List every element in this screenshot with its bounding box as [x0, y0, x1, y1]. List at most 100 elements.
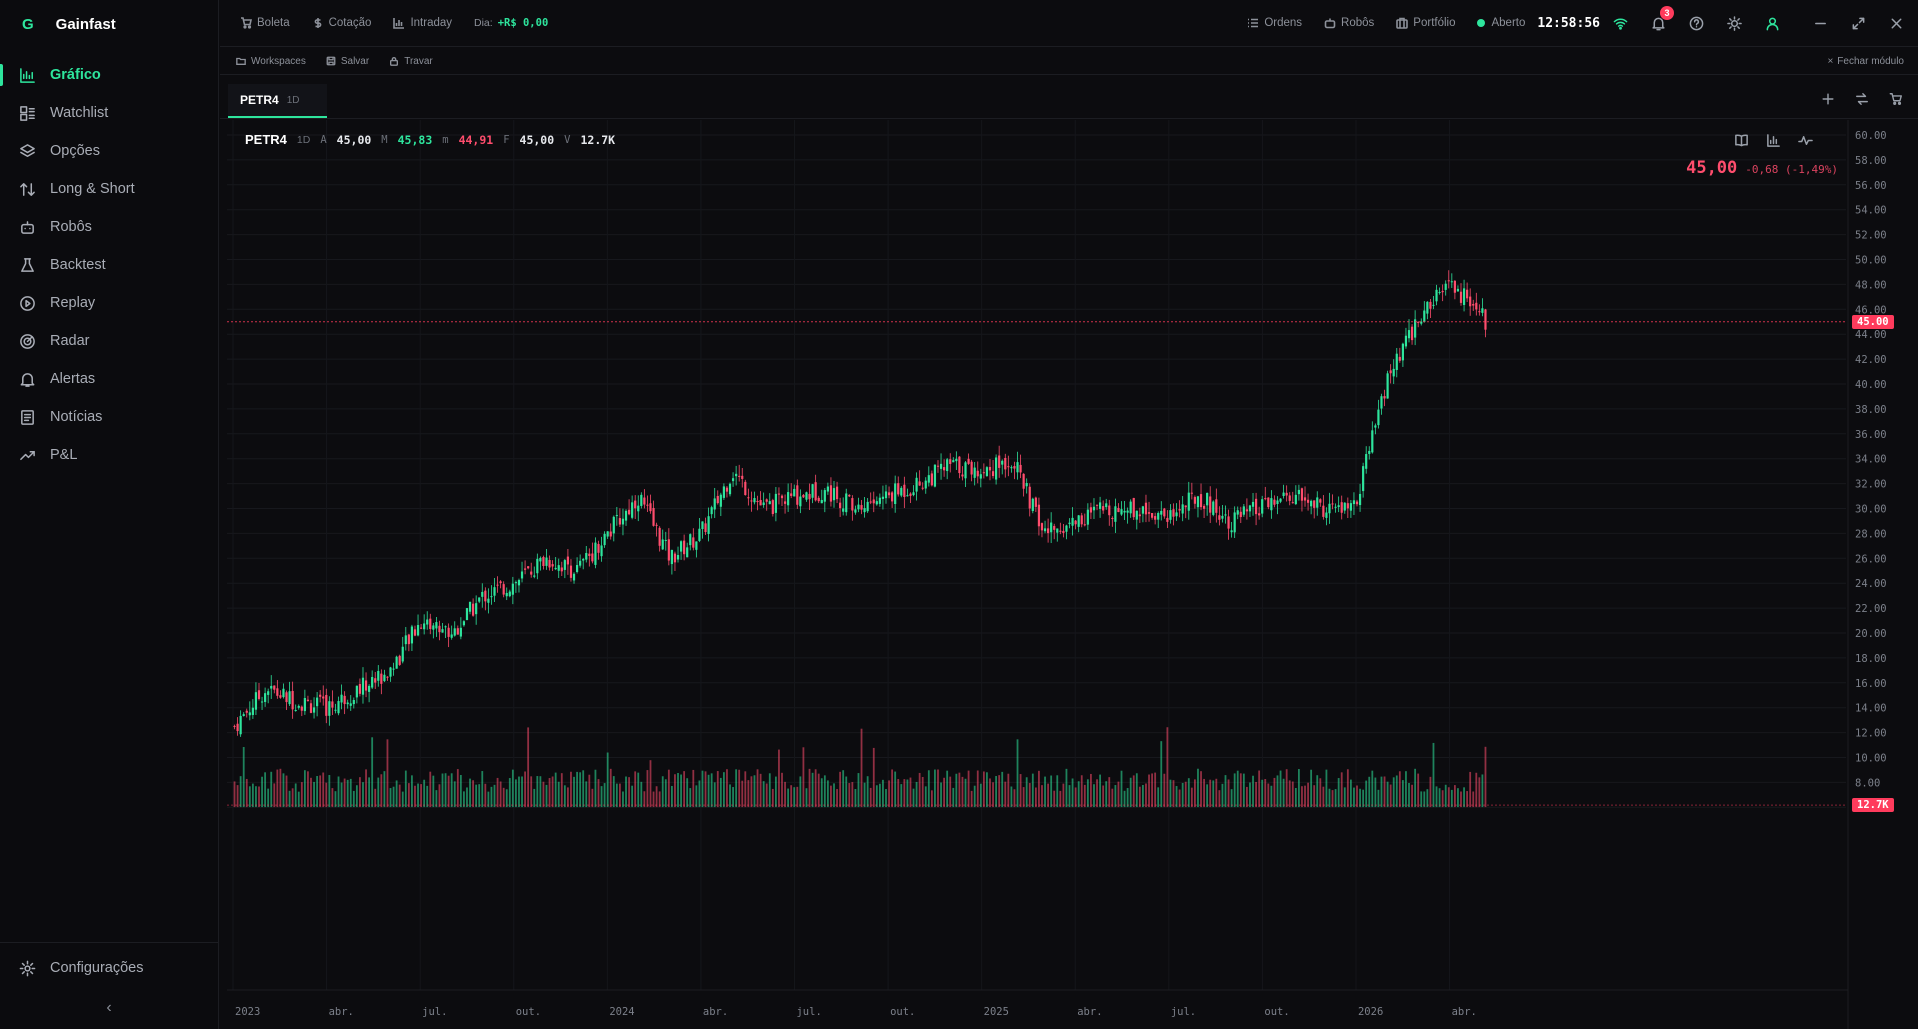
candle-body: [875, 501, 878, 505]
portfolio-button[interactable]: Portfólio: [1396, 17, 1455, 29]
candle-body: [1215, 499, 1218, 513]
candle-body: [991, 471, 995, 477]
sidebar-item-noticias[interactable]: Notícias: [0, 398, 218, 436]
candle-body: [1325, 512, 1328, 518]
candle-body: [300, 706, 303, 711]
notifications-button[interactable]: 3: [1650, 6, 1674, 31]
volume-bar: [438, 784, 441, 808]
volume-bar: [322, 772, 325, 808]
volume-bar: [1163, 773, 1166, 808]
sidebar-item-robos[interactable]: Robôs: [0, 208, 218, 246]
sidebar-item-grafico[interactable]: Gráfico: [0, 56, 218, 94]
sidebar-item-pl[interactable]: P&L: [0, 436, 218, 474]
user-button[interactable]: [1764, 15, 1780, 31]
candle-body: [649, 503, 652, 512]
intraday-button[interactable]: Intraday: [393, 17, 452, 29]
plus-icon: [1822, 93, 1834, 105]
sidebar-item-alertas[interactable]: Alertas: [0, 360, 218, 398]
volume-bar: [1111, 788, 1114, 808]
volume-bar: [609, 768, 612, 808]
swap-icon: [1856, 93, 1868, 105]
chart-area[interactable]: 60.00 58.00 56.00 54.00 52.00 50.00 48.00 46.00…: [227, 120, 1918, 1029]
price-chart[interactable]: 60.00 58.00 56.00 54.00 52.00 50.00 48.00 46.00…: [227, 120, 1918, 1029]
chart-type-button[interactable]: [1797, 132, 1813, 148]
volume-bar: [539, 776, 542, 808]
sidebar-item-backtest[interactable]: Backtest: [0, 246, 218, 284]
x-tick-label: abr.: [1077, 1006, 1102, 1018]
close-window-button[interactable]: [1888, 15, 1904, 31]
volume-bar: [897, 779, 900, 808]
chart-tabs: PETR4 1D: [220, 75, 1918, 119]
candle-body: [456, 628, 459, 635]
travar-button[interactable]: Travar: [389, 56, 433, 67]
trade-button[interactable]: [1888, 91, 1904, 107]
candle-body: [689, 534, 692, 546]
maximize-button[interactable]: [1850, 15, 1866, 31]
y-tick-label: 46.00: [1855, 304, 1887, 316]
volume-bar: [1242, 773, 1245, 808]
candle-body: [949, 459, 952, 464]
volume-bar: [337, 776, 340, 808]
candle-body: [725, 487, 729, 492]
volume-bar: [1389, 784, 1392, 808]
candle-body: [1401, 343, 1404, 361]
indicators-button[interactable]: [1765, 132, 1781, 148]
collapse-sidebar-button[interactable]: ‹: [0, 993, 218, 1023]
candle-body: [1319, 499, 1322, 503]
salvar-button[interactable]: Salvar: [326, 56, 369, 67]
compare-button[interactable]: [1854, 91, 1870, 107]
volume-bar: [1187, 778, 1190, 808]
candle-body: [854, 509, 857, 513]
theme-toggle-button[interactable]: [1726, 15, 1742, 31]
candle-body: [744, 481, 747, 496]
tab-petr4[interactable]: PETR4 1D: [228, 84, 328, 118]
sidebar-item-radar[interactable]: Radar: [0, 322, 218, 360]
boleta-button[interactable]: Boleta: [240, 17, 290, 29]
sidebar-item-configuracoes[interactable]: Configurações: [0, 943, 218, 993]
candle-body: [1206, 492, 1209, 506]
robot-icon: [1324, 18, 1336, 29]
help-button[interactable]: [1688, 15, 1704, 31]
volume-bar: [1383, 776, 1386, 808]
candle-body: [673, 553, 677, 563]
volume-bar: [1362, 789, 1365, 808]
volume-bar: [273, 783, 276, 808]
sidebar-item-opcoes[interactable]: Opções: [0, 132, 218, 170]
book-button[interactable]: [1733, 132, 1749, 148]
candle-body: [667, 539, 670, 561]
candle-body: [1034, 497, 1037, 507]
candle-body: [1218, 515, 1221, 520]
ordens-button[interactable]: Ordens: [1247, 17, 1302, 29]
candle-body: [471, 603, 475, 616]
brand[interactable]: G Gainfast: [0, 0, 218, 48]
sidebar-item-long-short[interactable]: Long & Short: [0, 170, 218, 208]
volume-bar: [355, 785, 358, 808]
volume-bar: [1013, 789, 1016, 808]
sidebar-item-replay[interactable]: Replay: [0, 284, 218, 322]
volume-bar: [934, 769, 936, 808]
candle-body: [609, 531, 612, 537]
candle-body: [588, 553, 591, 556]
volume-bar: [1282, 778, 1285, 808]
volume-bar: [429, 771, 432, 808]
cotacao-button[interactable]: Cotação: [312, 17, 371, 29]
volume-bar: [787, 788, 790, 808]
candle-body: [282, 688, 285, 698]
volume-bar: [1307, 782, 1309, 808]
volume-bar: [774, 776, 777, 808]
candle-body: [429, 618, 432, 630]
robos-button[interactable]: Robôs: [1324, 17, 1374, 29]
sidebar-item-watchlist[interactable]: Watchlist: [0, 94, 218, 132]
bell-icon: [1651, 17, 1665, 30]
candle-body: [1098, 502, 1102, 509]
minimize-button[interactable]: [1812, 15, 1828, 31]
candle-body: [909, 493, 912, 496]
volume-bar: [1469, 771, 1472, 808]
candle-body: [872, 499, 875, 504]
candle-body: [646, 504, 649, 506]
add-tab-button[interactable]: [1820, 91, 1836, 107]
fechar-modulo-button[interactable]: × Fechar módulo: [1827, 56, 1904, 67]
volume-bar: [1386, 781, 1389, 808]
candle-body: [1068, 522, 1071, 524]
workspaces-button[interactable]: Workspaces: [236, 56, 306, 67]
